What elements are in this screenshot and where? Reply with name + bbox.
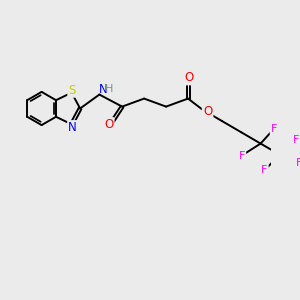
Text: O: O <box>203 105 212 118</box>
Text: F: F <box>271 124 277 134</box>
Text: F: F <box>261 165 268 175</box>
Text: F: F <box>239 151 245 160</box>
Text: F: F <box>296 158 300 168</box>
Text: H: H <box>105 84 114 94</box>
Text: F: F <box>293 135 299 145</box>
Text: O: O <box>104 118 113 131</box>
Text: O: O <box>184 71 193 84</box>
Text: N: N <box>98 83 107 96</box>
Text: N: N <box>68 121 77 134</box>
Text: S: S <box>68 83 76 97</box>
